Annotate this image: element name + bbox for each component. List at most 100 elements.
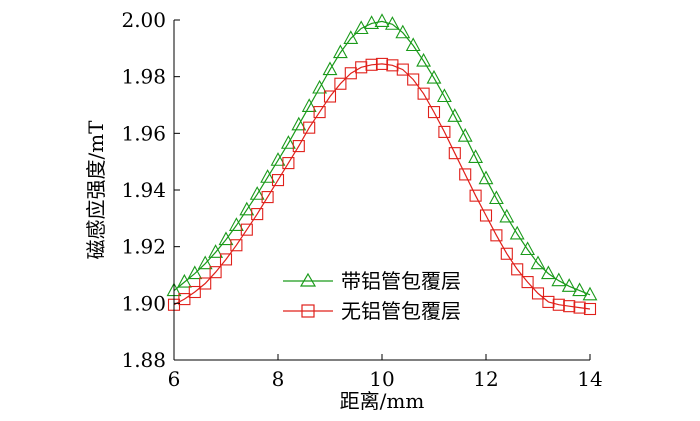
y-tick-label: 1.94	[121, 178, 166, 202]
legend-entry-1: 无铝管包覆层	[283, 299, 461, 323]
data-point	[490, 229, 503, 242]
data-point	[332, 44, 348, 59]
data-point	[197, 255, 213, 270]
data-point	[521, 276, 534, 289]
y-tick-label: 1.90	[121, 291, 166, 315]
data-point	[282, 157, 295, 170]
data-point	[303, 121, 316, 134]
x-tick-label: 14	[577, 367, 602, 391]
data-point	[240, 223, 253, 236]
data-point	[323, 90, 337, 103]
data-point	[239, 201, 255, 216]
data-point	[219, 253, 233, 266]
x-tick-label: 10	[369, 367, 394, 391]
x-tick-label: 6	[168, 367, 181, 391]
data-point	[187, 265, 203, 280]
data-point	[448, 147, 461, 160]
tick-labels: 6 8 10 12 14 1.88 1.90 1.92 1.94 1.96 1.98 2.00	[121, 8, 602, 391]
x-axis-title: 距离/mm	[340, 389, 425, 413]
data-point	[178, 293, 191, 306]
y-tick-label: 1.88	[121, 348, 166, 372]
data-point	[552, 298, 565, 311]
data-point	[343, 30, 359, 44]
data-point	[561, 278, 577, 292]
data-point	[208, 244, 224, 258]
data-point	[396, 63, 409, 76]
x-tick-label: 8	[272, 367, 285, 391]
data-point	[457, 128, 473, 142]
data-point	[261, 191, 274, 204]
data-point	[447, 108, 463, 122]
data-point	[499, 208, 515, 223]
data-point	[551, 272, 567, 287]
data-point	[375, 57, 389, 70]
data-point	[188, 285, 201, 299]
data-point	[301, 98, 317, 112]
legend: 带铝管包覆层 无铝管包覆层	[283, 269, 461, 323]
data-point	[509, 225, 525, 240]
y-axis-title: 磁感应强度/mT	[84, 120, 108, 260]
data-point	[292, 140, 305, 153]
axes	[173, 19, 591, 361]
data-point	[459, 168, 472, 181]
data-point	[540, 265, 556, 280]
data-point	[405, 37, 421, 52]
data-point	[251, 208, 264, 221]
data-point	[511, 263, 524, 276]
data-point	[530, 255, 546, 270]
data-point	[334, 77, 347, 90]
plot-area	[166, 13, 598, 316]
data-point	[469, 189, 482, 202]
data-point	[500, 247, 513, 260]
data-point	[436, 88, 452, 103]
data-point	[228, 217, 244, 231]
data-point	[582, 286, 598, 301]
data-point	[384, 16, 400, 30]
legend-label-1: 无铝管包覆层	[341, 299, 461, 323]
data-point	[479, 209, 493, 222]
data-point	[573, 301, 586, 314]
y-tick-label: 1.96	[121, 121, 166, 145]
series-1	[167, 57, 597, 316]
legend-marker-1	[301, 304, 315, 318]
data-point	[365, 58, 378, 71]
y-tick-label: 1.92	[121, 235, 166, 259]
data-point	[386, 59, 399, 72]
data-point	[488, 190, 504, 205]
data-point	[417, 87, 430, 100]
data-point	[291, 116, 307, 131]
data-point	[427, 106, 441, 119]
y-tick-label: 2.00	[121, 8, 166, 32]
data-point	[270, 152, 286, 166]
data-point	[531, 287, 545, 300]
data-point	[230, 239, 243, 252]
data-point	[364, 15, 380, 29]
legend-label-0: 带铝管包覆层	[341, 269, 461, 293]
data-point	[426, 69, 442, 84]
data-point	[416, 52, 432, 67]
data-point	[313, 106, 326, 119]
data-point	[312, 79, 328, 94]
data-point	[199, 277, 212, 290]
data-point	[563, 300, 576, 313]
data-point	[271, 174, 285, 187]
data-point	[438, 125, 451, 138]
series-0	[166, 13, 598, 301]
data-point	[260, 169, 276, 183]
data-point	[572, 282, 588, 297]
data-point	[249, 186, 265, 200]
series-line-0	[173, 20, 591, 296]
data-point	[468, 149, 484, 163]
data-point	[209, 266, 222, 279]
data-point	[542, 295, 555, 308]
data-point	[478, 170, 494, 185]
legend-marker-0	[299, 272, 317, 287]
data-point	[374, 13, 390, 27]
data-point	[353, 20, 369, 35]
data-point	[355, 61, 368, 74]
data-point	[218, 231, 234, 246]
data-point	[520, 241, 536, 256]
data-point	[395, 24, 411, 39]
data-point	[176, 273, 192, 288]
